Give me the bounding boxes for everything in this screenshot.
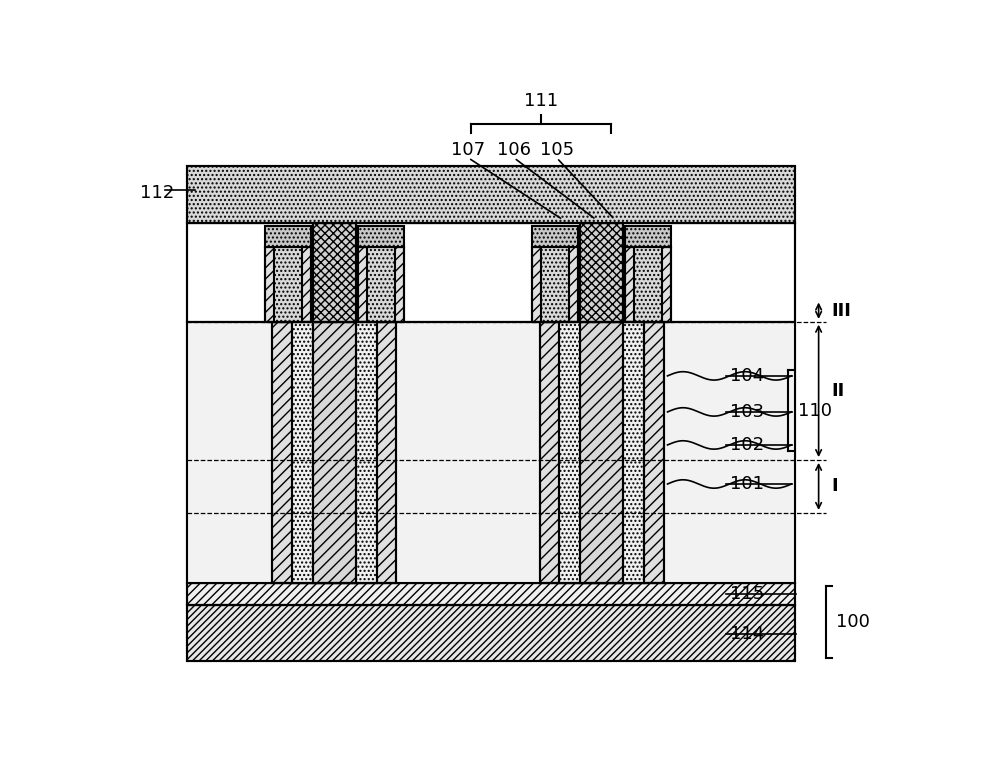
Bar <box>541 246 569 322</box>
Text: 100: 100 <box>836 613 870 631</box>
Text: 103: 103 <box>730 403 764 421</box>
Bar <box>625 246 671 322</box>
Bar <box>313 223 356 322</box>
Bar <box>367 246 395 322</box>
Bar <box>540 322 664 583</box>
Bar <box>264 246 311 322</box>
Text: 104: 104 <box>730 367 764 385</box>
Bar <box>187 583 795 605</box>
Bar <box>313 223 356 322</box>
Bar <box>187 605 795 661</box>
Bar <box>625 225 671 246</box>
Bar <box>540 322 664 583</box>
Bar <box>559 322 644 583</box>
Bar <box>272 322 396 583</box>
Bar <box>187 223 795 322</box>
Text: 101: 101 <box>730 475 764 493</box>
Bar <box>187 583 795 605</box>
Text: 106: 106 <box>497 141 531 159</box>
Text: II: II <box>831 382 844 400</box>
Text: 110: 110 <box>798 402 832 420</box>
Bar <box>187 322 795 583</box>
Bar <box>580 223 623 322</box>
Bar <box>187 322 795 583</box>
Text: 111: 111 <box>524 92 558 111</box>
Text: 107: 107 <box>451 141 485 159</box>
Bar <box>264 246 311 322</box>
Bar <box>187 165 795 223</box>
Bar <box>580 322 623 583</box>
Bar <box>634 246 662 322</box>
Text: 102: 102 <box>730 436 764 454</box>
Bar <box>187 605 795 661</box>
Bar <box>264 225 311 246</box>
Bar <box>313 322 356 583</box>
Bar <box>358 246 404 322</box>
Bar <box>313 322 356 583</box>
Bar <box>532 246 578 322</box>
Bar <box>559 322 644 583</box>
Text: 112: 112 <box>140 184 175 202</box>
Bar <box>580 223 623 322</box>
Text: 105: 105 <box>540 141 574 159</box>
Bar <box>292 322 377 583</box>
Bar <box>358 225 404 246</box>
Bar <box>187 322 795 583</box>
Bar <box>532 225 578 246</box>
Bar <box>625 246 671 322</box>
Bar <box>272 322 396 583</box>
Text: 115: 115 <box>730 585 764 603</box>
Bar <box>532 246 578 322</box>
Bar <box>292 322 377 583</box>
Bar <box>358 246 404 322</box>
Bar <box>187 223 795 322</box>
Text: I: I <box>831 477 838 495</box>
Bar <box>187 165 795 223</box>
Text: III: III <box>831 302 851 320</box>
Bar <box>274 246 302 322</box>
Bar <box>580 322 623 583</box>
Text: 114: 114 <box>730 625 764 644</box>
